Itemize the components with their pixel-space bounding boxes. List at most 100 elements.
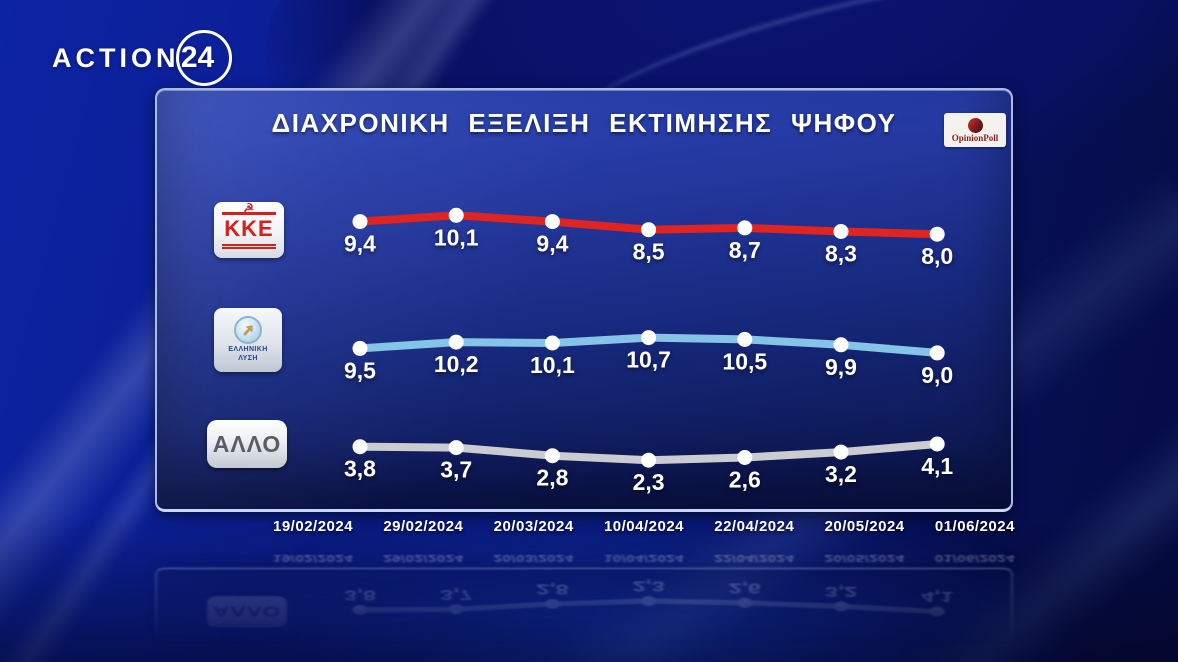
value-label: 10,2 xyxy=(434,351,479,377)
value-label: 10,7 xyxy=(626,657,671,662)
channel-name: ACTION xyxy=(52,42,180,73)
data-point xyxy=(352,605,368,615)
date-label: 20/03/2024 xyxy=(493,552,574,564)
data-point xyxy=(929,345,945,361)
kke-logo-text: ☭ KKE xyxy=(222,202,276,249)
series-line xyxy=(356,598,942,615)
line-chart-allo: 3,8 3,7 2,8 2,3 2,6 3,2 4,1 xyxy=(332,575,1032,627)
date-label: 29/02/2024 xyxy=(383,552,464,564)
elliniki-lysi-line2: ΛΥΣΗ xyxy=(238,355,258,362)
date-label: 29/02/2024 xyxy=(383,518,464,535)
reflection: ΔΙΑΧΡΟΝΙΚΗ ΕΞΕΛΙΞΗ ΕΚΤΙΜΗΣΗΣ ΨΗΦΟΥ Opini… xyxy=(0,546,1178,662)
value-label: 10,1 xyxy=(530,654,575,662)
data-point xyxy=(448,334,464,350)
data-point xyxy=(737,220,753,236)
chart-title: ΔΙΑΧΡΟΝΙΚΗ ΕΞΕΛΙΞΗ ΕΚΤΙΜΗΣΗΣ ΨΗΦΟΥ xyxy=(271,108,897,138)
value-label: 8,5 xyxy=(633,239,665,265)
value-label: 3,2 xyxy=(825,583,857,600)
data-point xyxy=(544,214,560,230)
data-point xyxy=(352,340,368,356)
line-chart-elliniki-lysi: 9,5 10,2 10,1 10,7 10,5 9,9 9,0 xyxy=(332,645,1032,662)
chart-panel: ΔΙΑΧΡΟΝΙΚΗ ΕΞΕΛΙΞΗ ΕΚΤΙΜΗΣΗΣ ΨΗΦΟΥ Opini… xyxy=(155,88,1013,512)
line-chart-kke: 9,4 10,1 9,4 8,5 8,7 8,3 8,0 xyxy=(332,194,1032,274)
date-label: 01/06/2024 xyxy=(934,552,1015,564)
value-label: 2,3 xyxy=(633,469,665,495)
value-label: 3,8 xyxy=(344,456,376,482)
value-label: 8,0 xyxy=(921,243,953,269)
channel-logo-circle-icon: 24 xyxy=(175,30,232,86)
data-point xyxy=(929,606,945,617)
data-point xyxy=(448,207,464,223)
date-label: 22/04/2024 xyxy=(714,552,795,564)
value-label: 3,7 xyxy=(440,457,472,483)
value-label: 2,8 xyxy=(536,581,568,598)
data-point xyxy=(833,337,849,353)
date-label: 22/04/2024 xyxy=(714,518,795,535)
data-point xyxy=(833,224,849,239)
data-point xyxy=(448,440,464,456)
opinionpoll-label: OpinionPoll xyxy=(951,132,999,143)
value-label: 3,2 xyxy=(825,461,857,487)
date-label: 10/04/2024 xyxy=(603,518,685,535)
elliniki-lysi-line1: ΕΛΛΗΝΙΚΗ xyxy=(228,346,268,354)
data-point xyxy=(929,226,945,242)
elliniki-lysi-label: ΕΛΛΗΝΙΚΗ ΛΥΣΗ xyxy=(228,346,267,364)
value-label: 10,5 xyxy=(722,348,767,374)
legend-allo-badge: ΑΛΛΟ xyxy=(207,420,287,468)
value-label: 2,6 xyxy=(729,467,761,493)
value-label: 2,6 xyxy=(729,580,761,597)
stage: ΔΙΑΧΡΟΝΙΚΗ ΕΞΕΛΙΞΗ ΕΚΤΙΜΗΣΗΣ ΨΗΦΟΥ Opini… xyxy=(0,88,1178,545)
value-label: 8,7 xyxy=(729,237,761,263)
data-point xyxy=(544,448,560,464)
value-label: 4,1 xyxy=(921,588,953,605)
date-label: 19/02/2024 xyxy=(273,552,354,564)
data-point xyxy=(833,601,849,612)
data-point xyxy=(352,214,368,230)
value-label: 9,0 xyxy=(921,648,953,662)
channel-number: 24 xyxy=(180,41,215,74)
value-label: 9,0 xyxy=(921,362,953,388)
data-point xyxy=(352,439,368,455)
data-point xyxy=(641,452,657,468)
kke-label: KKE xyxy=(224,215,274,241)
date-label: 20/05/2024 xyxy=(824,518,905,535)
date-label: 20/05/2024 xyxy=(824,552,905,564)
legend-allo-badge: ΑΛΛΟ xyxy=(207,596,287,628)
value-label: 9,4 xyxy=(344,231,376,257)
line-chart-elliniki-lysi: 9,5 10,2 10,1 10,7 10,5 9,9 9,0 xyxy=(332,312,1032,392)
hammer-sickle-icon: ☭ xyxy=(243,200,255,215)
value-label: 9,5 xyxy=(344,357,376,383)
value-label: 8,3 xyxy=(825,241,857,267)
legend-elliniki-lysi-logo: ➚ ΕΛΛΗΝΙΚΗ ΛΥΣΗ xyxy=(214,308,282,372)
data-point xyxy=(641,596,657,606)
compass-arrow-icon: ➚ xyxy=(234,316,262,345)
value-label: 3,8 xyxy=(344,587,376,604)
value-label: 2,3 xyxy=(633,578,665,595)
value-label: 9,9 xyxy=(825,653,857,662)
value-label: 2,8 xyxy=(536,465,568,491)
data-point xyxy=(737,331,753,347)
data-point xyxy=(544,599,560,609)
data-point xyxy=(737,598,753,608)
opinionpoll-badge: OpinionPoll xyxy=(944,113,1006,147)
value-label: 3,7 xyxy=(440,586,472,603)
allo-label: ΑΛΛΟ xyxy=(212,603,282,621)
channel-logo: ACTION 24 xyxy=(52,30,232,86)
value-label: 4,1 xyxy=(921,453,953,479)
data-point xyxy=(929,436,945,452)
legend-kke-logo: ☭ KKE xyxy=(214,202,284,258)
value-label: 10,5 xyxy=(722,656,767,662)
line-chart-allo: 3,8 3,7 2,8 2,3 2,6 3,2 4,1 xyxy=(332,420,1032,500)
value-label: 10,2 xyxy=(434,655,479,662)
opinionpoll-circle-icon xyxy=(967,117,983,133)
date-axis: 19/02/2024 29/02/2024 20/03/2024 10/04/2… xyxy=(273,518,1015,535)
date-axis: 19/02/2024 29/02/2024 20/03/2024 10/04/2… xyxy=(273,553,1015,564)
date-label: 19/02/2024 xyxy=(273,518,354,535)
value-label: 9,5 xyxy=(344,650,376,662)
date-label: 10/04/2024 xyxy=(603,552,685,564)
data-point xyxy=(641,222,657,238)
reflection-content: ΔΙΑΧΡΟΝΙΚΗ ΕΞΕΛΙΞΗ ΕΚΤΙΜΗΣΗΣ ΨΗΦΟΥ Opini… xyxy=(0,546,1178,662)
bottom-vignette xyxy=(0,512,1178,662)
data-point xyxy=(737,450,753,465)
